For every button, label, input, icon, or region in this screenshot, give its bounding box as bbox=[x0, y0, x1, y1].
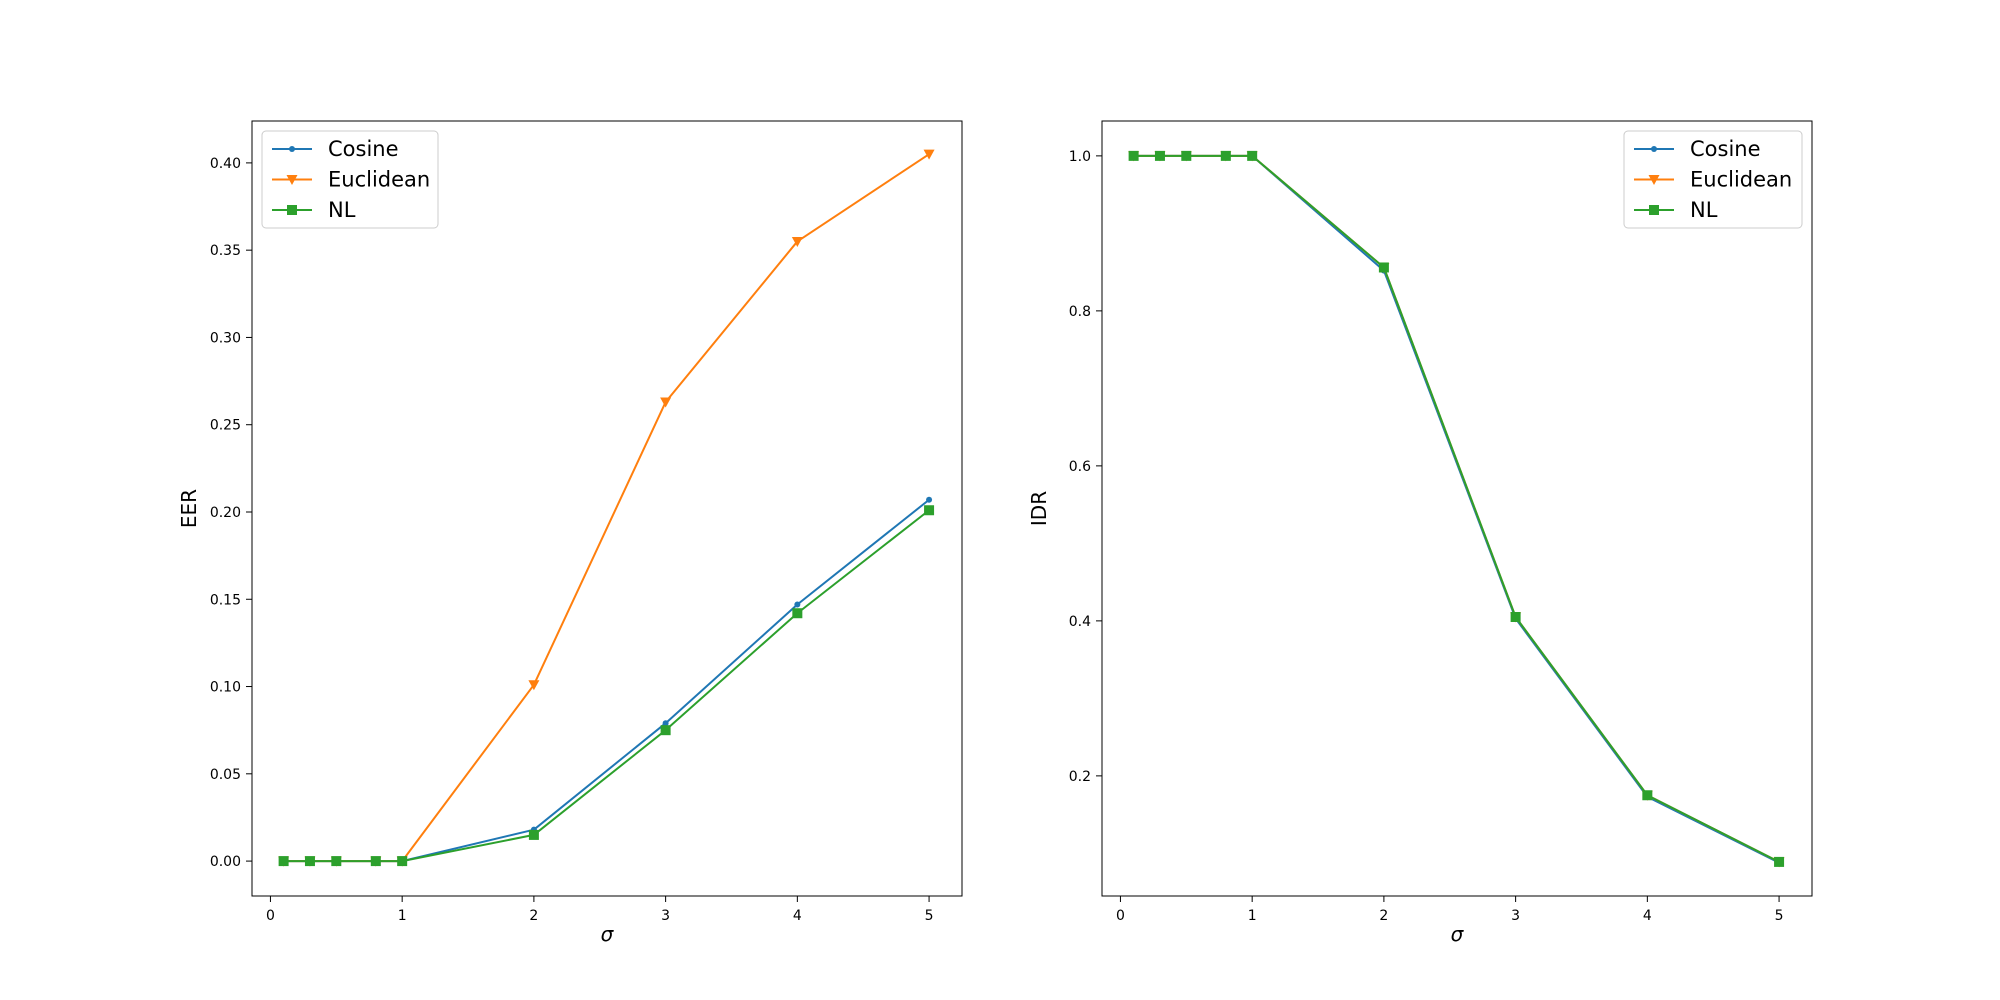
y-tick-label: 1.0 bbox=[1069, 149, 1091, 165]
y-axis-label: EER bbox=[177, 489, 201, 528]
series-line-euclidean bbox=[1133, 154, 1780, 863]
y-tick-label: 0.15 bbox=[210, 592, 241, 608]
data-point-nl bbox=[1642, 790, 1653, 801]
data-point-nl bbox=[924, 505, 935, 516]
data-point-nl bbox=[278, 856, 289, 867]
data-point-nl bbox=[1247, 150, 1258, 161]
series-line-cosine bbox=[1133, 154, 1780, 864]
legend-marker-cosine bbox=[289, 146, 295, 152]
x-tick-label: 2 bbox=[529, 908, 538, 924]
data-point-nl bbox=[1220, 150, 1231, 161]
x-tick-label: 4 bbox=[793, 908, 802, 924]
data-point-nl bbox=[1181, 150, 1192, 161]
y-tick-label: 0.2 bbox=[1069, 769, 1091, 785]
data-point-nl bbox=[331, 856, 342, 867]
series-line-euclidean bbox=[283, 153, 930, 863]
x-tick-label: 3 bbox=[1511, 908, 1520, 924]
legend-label-euclidean: Euclidean bbox=[1690, 168, 1792, 192]
data-point-euclidean bbox=[791, 236, 803, 247]
y-tick-label: 0.35 bbox=[210, 243, 241, 259]
legend-label-cosine: Cosine bbox=[328, 137, 399, 161]
legend-marker-nl bbox=[1649, 205, 1659, 215]
data-point-nl bbox=[528, 829, 539, 840]
data-point-cosine bbox=[794, 601, 801, 608]
data-point-nl bbox=[397, 856, 408, 867]
x-tick-label: 3 bbox=[661, 908, 670, 924]
legend: Cosine Euclidean NL bbox=[1623, 130, 1803, 229]
legend-marker-euclidean bbox=[286, 175, 298, 185]
legend-label-cosine: Cosine bbox=[1690, 137, 1761, 161]
x-tick-label: 5 bbox=[1775, 908, 1784, 924]
legend-box bbox=[1623, 130, 1803, 229]
data-point-nl bbox=[660, 725, 671, 736]
legend-label-nl: NL bbox=[328, 198, 356, 222]
y-tick-label: 0.20 bbox=[210, 505, 241, 521]
data-point-nl bbox=[1128, 150, 1139, 161]
data-point-cosine bbox=[662, 720, 669, 727]
data-point-nl bbox=[1774, 856, 1785, 867]
y-tick-label: 0.00 bbox=[210, 854, 241, 870]
data-point-nl bbox=[370, 856, 381, 867]
y-tick-label: 0.8 bbox=[1069, 304, 1091, 320]
x-tick-label: 5 bbox=[925, 908, 934, 924]
x-axis-label: σ bbox=[601, 922, 615, 946]
data-point-nl bbox=[792, 608, 803, 619]
y-axis-label: IDR bbox=[1027, 491, 1051, 526]
legend-marker-euclidean bbox=[1648, 175, 1660, 185]
data-point-euclidean bbox=[923, 149, 935, 160]
y-tick-label: 0.4 bbox=[1069, 614, 1091, 630]
data-point-nl bbox=[1378, 262, 1389, 273]
y-tick-label: 0.30 bbox=[210, 330, 241, 346]
legend-label-euclidean: Euclidean bbox=[328, 168, 430, 192]
x-tick-label: 0 bbox=[1116, 908, 1125, 924]
axes-frame bbox=[1101, 120, 1813, 897]
y-tick-label: 0.40 bbox=[210, 156, 241, 172]
data-point-nl bbox=[1510, 612, 1521, 622]
legend-box bbox=[261, 130, 439, 229]
data-point-cosine bbox=[926, 496, 933, 503]
series-line-nl bbox=[283, 509, 930, 863]
data-point-nl bbox=[304, 856, 315, 867]
chart-panel-2: 0 1 2 3 4 5 0.2 0.4 0.6 0.8 1.0 σ IDR Cosine Euclidean… bbox=[1027, 120, 1813, 946]
data-point-euclidean bbox=[528, 680, 540, 691]
x-tick-label: 0 bbox=[266, 908, 275, 924]
chart-panel-1: 0 1 2 3 4 5 0.00 0.05 0.10 0.15 0.20 0.25 0.30 0.35 0.… bbox=[177, 120, 963, 946]
legend-marker-nl bbox=[287, 205, 297, 215]
x-tick-label: 1 bbox=[1248, 908, 1257, 924]
data-point-euclidean bbox=[660, 397, 672, 408]
x-tick-label: 2 bbox=[1379, 908, 1388, 924]
x-tick-label: 1 bbox=[398, 908, 407, 924]
axes-frame bbox=[251, 120, 963, 897]
x-axis-label: σ bbox=[1451, 922, 1465, 946]
x-tick-label: 4 bbox=[1643, 908, 1652, 924]
y-tick-label: 0.6 bbox=[1069, 459, 1091, 475]
legend-label-nl: NL bbox=[1690, 198, 1718, 222]
y-tick-label: 0.25 bbox=[210, 418, 241, 434]
data-point-nl bbox=[1154, 150, 1165, 161]
series-line-nl bbox=[1133, 154, 1780, 863]
series-line-cosine bbox=[283, 498, 930, 863]
y-tick-label: 0.10 bbox=[210, 680, 241, 696]
legend: Cosine Euclidean NL bbox=[261, 130, 439, 229]
y-tick-label: 0.05 bbox=[210, 767, 241, 783]
legend-marker-cosine bbox=[1651, 146, 1657, 152]
